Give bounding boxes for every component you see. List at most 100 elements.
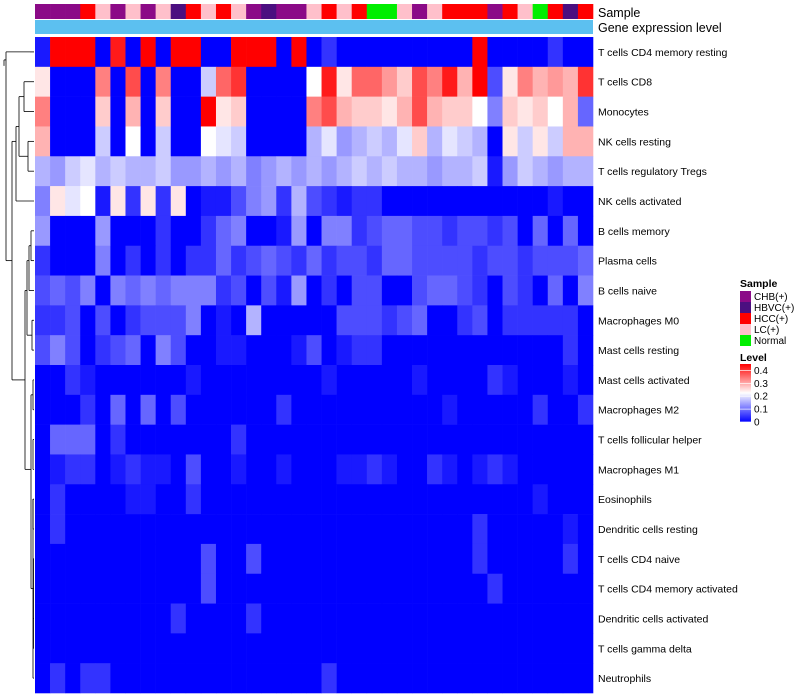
heatmap-cell	[517, 633, 533, 664]
heatmap-cell	[442, 484, 458, 515]
heatmap-cell	[412, 215, 428, 247]
heatmap-cell	[110, 156, 126, 187]
sample-annotation-label: Sample	[598, 6, 640, 20]
heatmap-cell	[110, 543, 126, 575]
heatmap-cell	[427, 275, 443, 306]
heatmap-cell	[532, 96, 549, 127]
heatmap-cell	[246, 96, 262, 127]
heatmap-cell	[472, 424, 488, 455]
row-label: T cells CD4 memory activated	[598, 584, 738, 596]
heatmap-cell	[50, 215, 66, 247]
heatmap-cell	[427, 96, 443, 127]
heatmap-cell	[170, 245, 187, 276]
heatmap-cell	[261, 305, 277, 336]
heatmap-cell	[547, 66, 564, 97]
heatmap-cell	[125, 305, 141, 336]
heatmap-cell	[321, 126, 337, 157]
heatmap-cell	[125, 66, 141, 97]
sample-annotation-cell	[532, 4, 549, 19]
heatmap-cell	[442, 424, 458, 455]
heatmap-cell	[170, 275, 187, 306]
sample-annotation-cell	[200, 4, 217, 19]
heatmap-cell	[396, 573, 413, 604]
heatmap-cell	[306, 394, 322, 425]
heatmap-cell	[80, 156, 96, 187]
heatmap-cell	[442, 245, 458, 276]
heatmap-cell	[532, 186, 549, 217]
heatmap-cell	[502, 96, 518, 127]
heatmap-cell	[261, 543, 277, 575]
heatmap-cell	[231, 603, 247, 634]
heatmap-cell	[291, 633, 307, 664]
heatmap-cell	[517, 126, 533, 157]
heatmap-cell	[396, 394, 413, 425]
heatmap-cell	[125, 186, 141, 217]
heatmap-cell	[80, 603, 96, 634]
heatmap-cell	[170, 305, 187, 336]
heatmap-cell	[351, 514, 368, 545]
heatmap-cell	[351, 335, 368, 366]
heatmap-cell	[396, 603, 413, 634]
heatmap-cell	[487, 573, 503, 604]
heatmap-cell	[487, 514, 503, 545]
heatmap-cell	[502, 215, 518, 247]
heatmap-cell	[261, 37, 277, 68]
heatmap-cell	[291, 245, 307, 276]
heatmap-cell	[185, 454, 202, 485]
heatmap-cell	[457, 454, 473, 485]
heatmap-cell	[321, 573, 337, 604]
heatmap-cell	[306, 663, 322, 694]
heatmap-cell	[200, 335, 217, 366]
heatmap-cell	[427, 514, 443, 545]
heatmap-cell	[336, 215, 353, 247]
heatmap-cell	[95, 603, 111, 634]
heatmap-cell	[321, 66, 337, 97]
sample-annotation-cell	[547, 4, 564, 19]
heatmap-cell	[427, 573, 443, 604]
heatmap-cell	[231, 66, 247, 97]
heatmap-cell	[517, 573, 533, 604]
heatmap-cell	[532, 663, 549, 694]
heatmap-cell	[487, 365, 503, 396]
heatmap-cell	[80, 424, 96, 455]
heatmap-cell	[185, 66, 202, 97]
heatmap-cell	[65, 365, 81, 396]
heatmap-cell	[276, 245, 292, 276]
heatmap-cell	[65, 37, 81, 68]
heatmap-cell	[517, 335, 533, 366]
heatmap-cell	[170, 484, 187, 515]
heatmap-cell	[185, 663, 202, 694]
heatmap-cell	[457, 126, 473, 157]
heatmap-cell	[336, 543, 353, 575]
heatmap-cell	[155, 573, 172, 604]
heatmap-cell	[442, 573, 458, 604]
heatmap-cell	[532, 365, 549, 396]
heatmap-cell	[532, 126, 549, 157]
row-label: Mast cells activated	[598, 375, 690, 387]
heatmap-cell	[200, 37, 217, 68]
heatmap-cell	[562, 663, 579, 694]
heatmap-cell	[321, 663, 337, 694]
heatmap-cell	[155, 37, 172, 68]
heatmap-cell	[366, 663, 383, 694]
sample-annotation-cell	[35, 4, 51, 19]
heatmap-cell	[261, 573, 277, 604]
heatmap-cell	[50, 573, 66, 604]
heatmap-cell	[65, 454, 81, 485]
heatmap-cell	[321, 365, 337, 396]
heatmap-cell	[517, 394, 533, 425]
heatmap-cell	[50, 424, 66, 455]
heatmap-cell	[427, 245, 443, 276]
heatmap-cell	[472, 394, 488, 425]
heatmap-cell	[306, 275, 322, 306]
heatmap-cell	[306, 454, 322, 485]
heatmap-cell	[125, 663, 141, 694]
heatmap-cell	[95, 96, 111, 127]
heatmap-cell	[487, 424, 503, 455]
heatmap-cell	[457, 514, 473, 545]
heatmap-cell	[276, 66, 292, 97]
heatmap-cell	[502, 156, 518, 187]
heatmap-cell	[472, 186, 488, 217]
heatmap-cell	[366, 245, 383, 276]
heatmap-cell	[291, 156, 307, 187]
